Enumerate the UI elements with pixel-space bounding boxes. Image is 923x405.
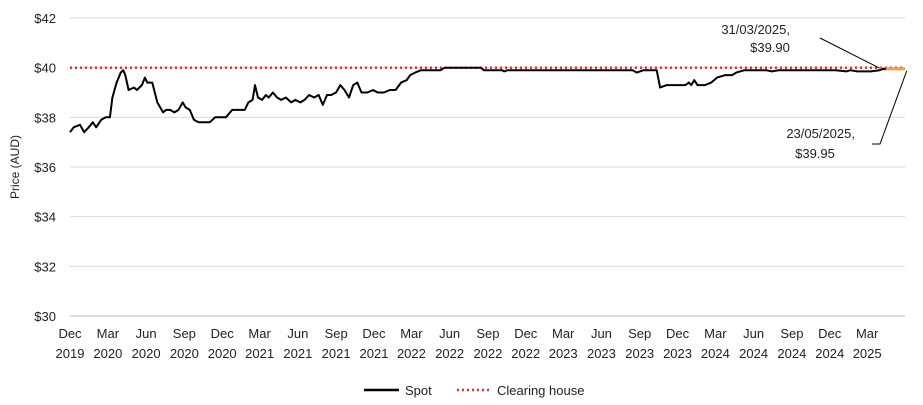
annotations: 31/03/2025, $39.90 23/05/2025, $39.95 <box>721 22 908 161</box>
x-tick-year: 2021 <box>322 346 351 361</box>
x-tick-month: Jun <box>136 326 157 341</box>
annotation-value-label: $39.95 <box>795 146 835 161</box>
x-tick-month: Jun <box>743 326 764 341</box>
x-axis-ticks: Dec 2019 Mar 2020 Jun 2020 Sep 2020 Dec 2020 Mar 20… <box>56 326 882 361</box>
x-tick-year: 2022 <box>511 346 540 361</box>
x-tick-month: Sep <box>325 326 348 341</box>
y-axis-label: Price (AUD) <box>8 135 22 199</box>
annotation-date-label: 31/03/2025, <box>721 22 790 37</box>
x-tick-month: Mar <box>856 326 879 341</box>
x-tick-year: 2023 <box>549 346 578 361</box>
x-tick-month: Mar <box>704 326 727 341</box>
x-tick-month: Dec <box>211 326 235 341</box>
x-tick-month: Dec <box>818 326 842 341</box>
legend-label-clearing-house: Clearing house <box>497 383 584 398</box>
x-tick-year: 2020 <box>170 346 199 361</box>
y-tick-label: $36 <box>34 160 56 175</box>
y-tick-label: $30 <box>34 309 56 324</box>
y-tick-label: $42 <box>34 11 56 26</box>
x-tick-year: 2022 <box>473 346 502 361</box>
y-tick-label: $34 <box>34 210 56 225</box>
annotation-leader-line <box>872 70 908 145</box>
legend: Spot Clearing house <box>364 383 584 398</box>
x-tick-year: 2023 <box>587 346 616 361</box>
x-tick-year: 2021 <box>283 346 312 361</box>
series-line-spot <box>69 66 886 134</box>
x-tick-year: 2024 <box>815 346 844 361</box>
x-tick-month: Sep <box>628 326 651 341</box>
x-tick-month: Dec <box>514 326 538 341</box>
x-tick-year: 2025 <box>853 346 882 361</box>
annotation-value-label: $39.90 <box>750 40 790 55</box>
x-tick-year: 2021 <box>245 346 274 361</box>
y-tick-label: $38 <box>34 110 56 125</box>
x-tick-year: 2021 <box>360 346 389 361</box>
annotation-leader-line <box>819 37 880 69</box>
x-tick-year: 2024 <box>777 346 806 361</box>
x-tick-year: 2020 <box>132 346 161 361</box>
x-tick-year: 2019 <box>56 346 85 361</box>
x-tick-year: 2020 <box>93 346 122 361</box>
x-tick-year: 2024 <box>701 346 730 361</box>
legend-label-spot: Spot <box>405 383 432 398</box>
x-tick-month: Dec <box>362 326 386 341</box>
x-tick-year: 2023 <box>663 346 692 361</box>
x-tick-year: 2023 <box>625 346 654 361</box>
x-tick-year: 2020 <box>208 346 237 361</box>
series-lines <box>69 66 905 134</box>
x-tick-month: Jun <box>591 326 612 341</box>
x-tick-month: Mar <box>248 326 271 341</box>
y-axis-ticks: $30 $32 $34 $36 $38 $40 $42 <box>34 11 56 324</box>
y-tick-label: $40 <box>34 61 56 76</box>
x-tick-month: Sep <box>780 326 803 341</box>
x-tick-month: Jun <box>287 326 308 341</box>
x-tick-month: Dec <box>58 326 82 341</box>
y-tick-label: $32 <box>34 259 56 274</box>
x-tick-month: Sep <box>173 326 196 341</box>
x-tick-year: 2022 <box>435 346 464 361</box>
x-tick-month: Mar <box>400 326 423 341</box>
x-tick-year: 2024 <box>739 346 768 361</box>
x-tick-month: Dec <box>666 326 690 341</box>
x-tick-month: Jun <box>439 326 460 341</box>
x-tick-month: Mar <box>552 326 575 341</box>
x-tick-year: 2022 <box>397 346 426 361</box>
annotation-date-label: 23/05/2025, <box>786 126 855 141</box>
x-tick-month: Sep <box>476 326 499 341</box>
x-tick-month: Mar <box>97 326 120 341</box>
gridlines <box>70 17 905 267</box>
